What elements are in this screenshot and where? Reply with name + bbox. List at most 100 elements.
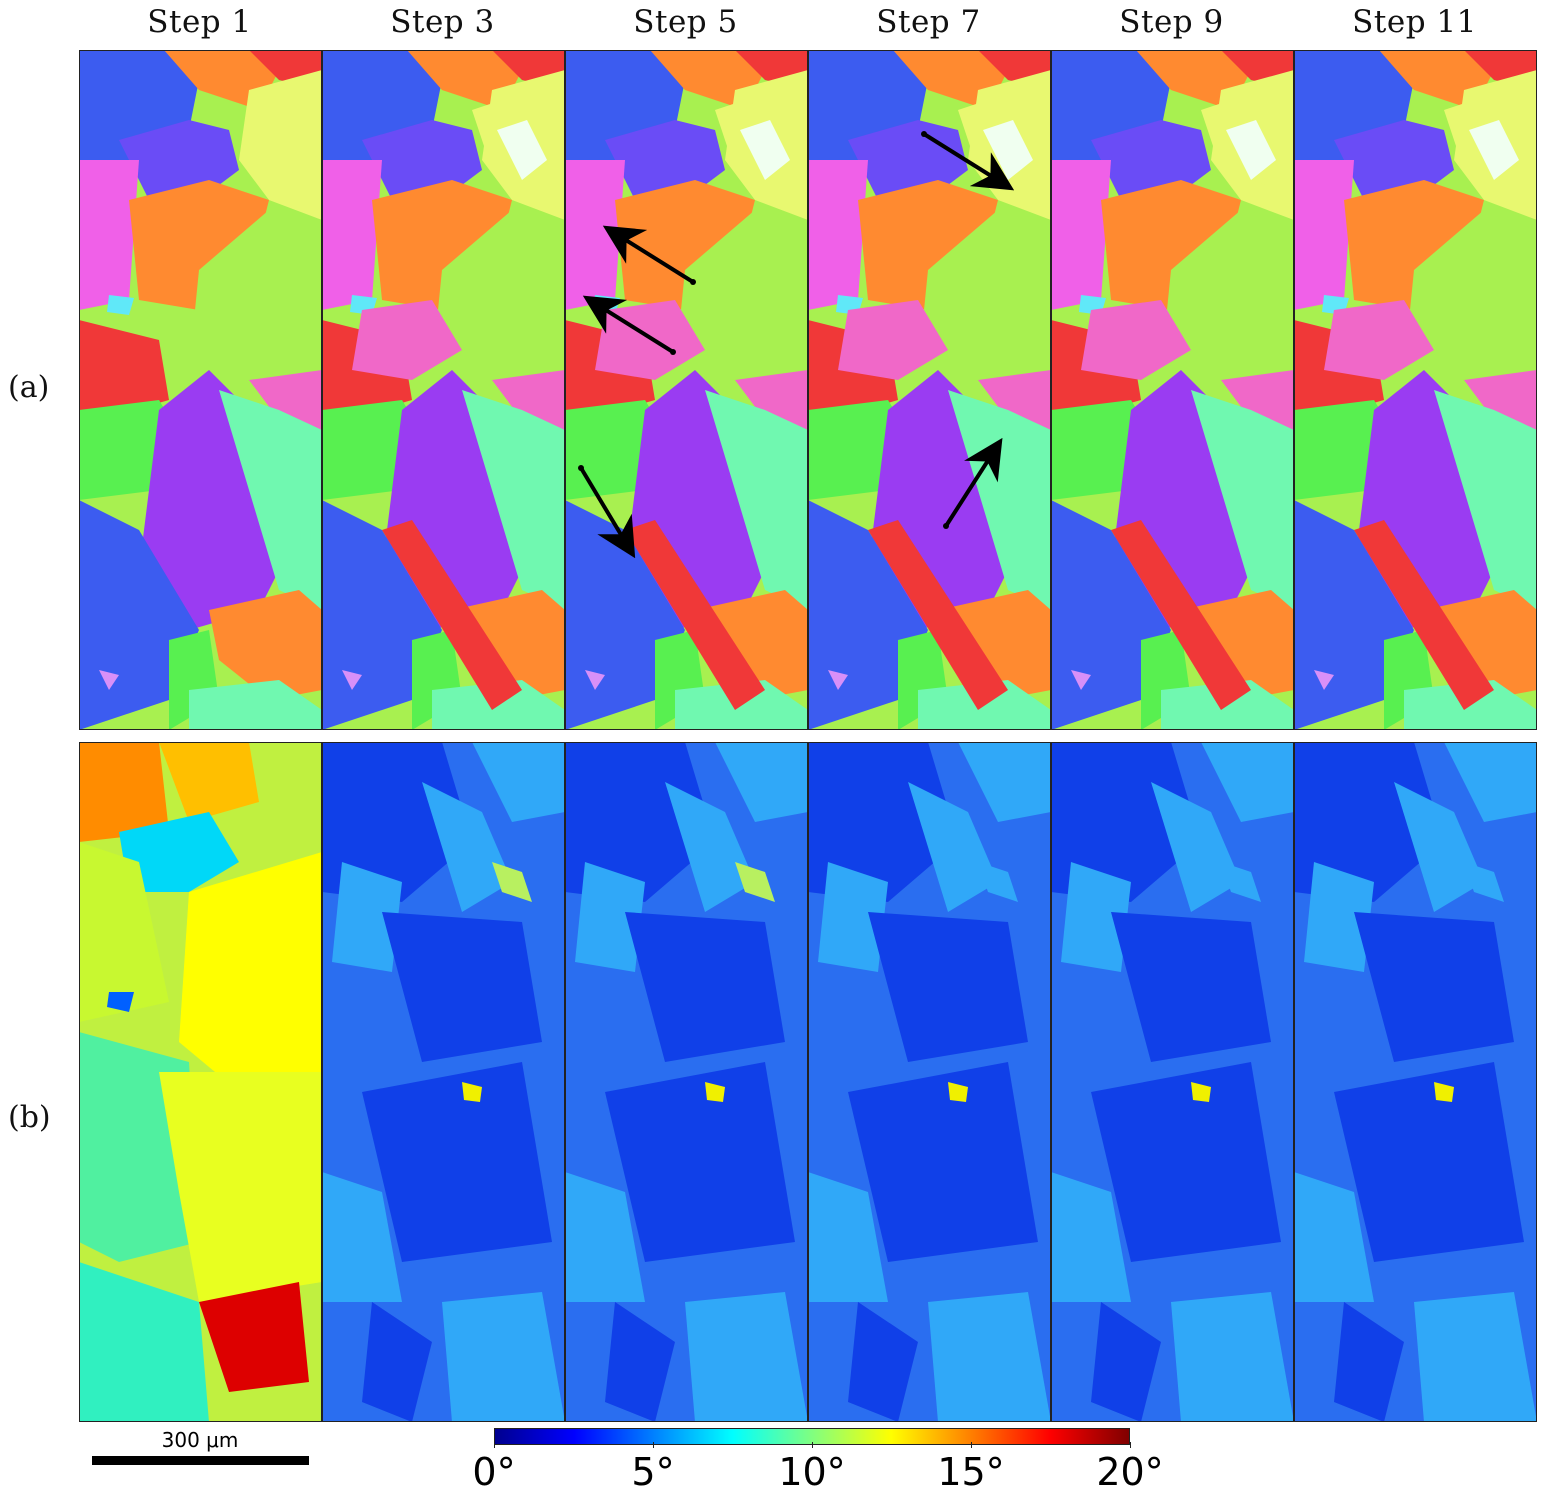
grain-11: [1221, 370, 1294, 430]
grain-4: [422, 782, 512, 912]
grain-1: [1201, 742, 1294, 822]
twin-grain-light: [1469, 120, 1519, 180]
ipf-panel-step-1: [79, 50, 322, 730]
new-grain: [1324, 300, 1434, 380]
grain-3: [1111, 912, 1271, 1062]
grain-7: [1171, 1292, 1294, 1422]
panel-border: [322, 50, 565, 730]
grain-8: [1091, 1302, 1161, 1422]
panel-border: [1294, 50, 1537, 730]
grain-7: [189, 210, 322, 400]
grain-8: [199, 1282, 309, 1392]
arrow-1: [582, 295, 675, 354]
highlight-grain: [1221, 862, 1261, 902]
grain-5: [1091, 1062, 1281, 1262]
highlight-grain-small: [1191, 1082, 1211, 1102]
grain-18: [342, 670, 362, 690]
panel-border: [808, 742, 1051, 1422]
step-label-1: Step 1: [147, 4, 252, 40]
grain-0: [1051, 742, 1201, 902]
arrow-tail-4: [943, 523, 949, 529]
colorbar-tick: [653, 1442, 654, 1448]
scale-bar: [92, 1456, 309, 1465]
grain-6: [808, 1172, 888, 1302]
arrow-tail-1: [670, 349, 676, 355]
misorientation-panel-step-1: [79, 742, 322, 1422]
scale-bar-label: 300 μm: [161, 1428, 239, 1452]
grain-11: [249, 370, 322, 430]
grain-7: [1161, 210, 1294, 400]
grain-13: [1434, 390, 1537, 610]
grain-7: [918, 210, 1051, 400]
grain-7: [675, 210, 808, 400]
ipf-panel-step-9: [1051, 50, 1294, 730]
step-label-11: Step 11: [1352, 4, 1477, 40]
grain-6: [1294, 1172, 1374, 1302]
step-label-5: Step 5: [633, 4, 738, 40]
colorbar-tick: [494, 1442, 495, 1448]
colorbar-tick-label: 20°: [1096, 1450, 1164, 1494]
grain-9: [107, 992, 134, 1012]
step-label-3: Step 3: [390, 4, 495, 40]
highlight-grain-small: [462, 1082, 482, 1102]
grain-7: [928, 1292, 1051, 1422]
grain-18: [1314, 670, 1334, 690]
grain-7: [432, 210, 565, 400]
grain-1: [1444, 742, 1537, 822]
grain-4: [908, 782, 998, 912]
panel-border: [79, 742, 322, 1422]
step-label-9: Step 9: [1119, 4, 1224, 40]
grain-3: [868, 912, 1028, 1062]
grain-1: [958, 742, 1051, 822]
colorbar-tick: [1130, 1442, 1131, 1448]
panel-border: [1051, 50, 1294, 730]
twin-grain-light: [740, 120, 790, 180]
grain-11: [978, 370, 1051, 430]
grain-0: [565, 742, 715, 902]
grain-13: [705, 390, 808, 610]
grain-7: [685, 1292, 808, 1422]
grain-9: [79, 320, 169, 420]
arrow-0: [602, 225, 695, 284]
grain-5: [79, 160, 139, 310]
arrow-tail-2: [578, 465, 584, 471]
arrow-tail-0: [690, 279, 696, 285]
grain-5: [362, 1062, 552, 1262]
twin-grain-light: [983, 120, 1033, 180]
grain-8: [107, 295, 134, 315]
new-grain: [838, 300, 948, 380]
grain-1: [472, 742, 565, 822]
panel-border: [79, 50, 322, 730]
grain-17: [189, 680, 322, 730]
grain-2: [575, 862, 645, 972]
grain-0: [1294, 742, 1444, 902]
twin-band: [868, 520, 1008, 710]
grain-3: [1354, 912, 1514, 1062]
grain-3: [79, 842, 169, 1022]
grain-11: [735, 370, 808, 430]
highlight-grain-small: [948, 1082, 968, 1102]
twin-band: [1354, 520, 1494, 710]
grain-4: [1151, 782, 1241, 912]
row-label-b: (b): [8, 1100, 51, 1135]
ipf-panel-step-3: [322, 50, 565, 730]
grain-1: [715, 742, 808, 822]
grain-7: [442, 1292, 565, 1422]
colorbar-tick-label: 5°: [631, 1450, 675, 1494]
highlight-grain: [978, 862, 1018, 902]
grain-13: [219, 390, 322, 610]
grain-4: [665, 782, 755, 912]
annotation-arrows: [578, 131, 1015, 559]
grain-5: [1051, 160, 1111, 310]
highlight-grain: [492, 862, 532, 902]
grain-7: [1414, 1292, 1537, 1422]
grain-6: [1051, 1172, 1131, 1302]
twin-band: [1111, 520, 1251, 710]
arrow-4: [944, 437, 1003, 528]
twin-grain-light: [497, 120, 547, 180]
highlight-grain-small: [1434, 1082, 1454, 1102]
grain-18: [585, 670, 605, 690]
misorientation-panel-step-11: [1294, 742, 1537, 1422]
panel-border: [1051, 742, 1294, 1422]
colorbar-tick-label: 0°: [472, 1450, 516, 1494]
